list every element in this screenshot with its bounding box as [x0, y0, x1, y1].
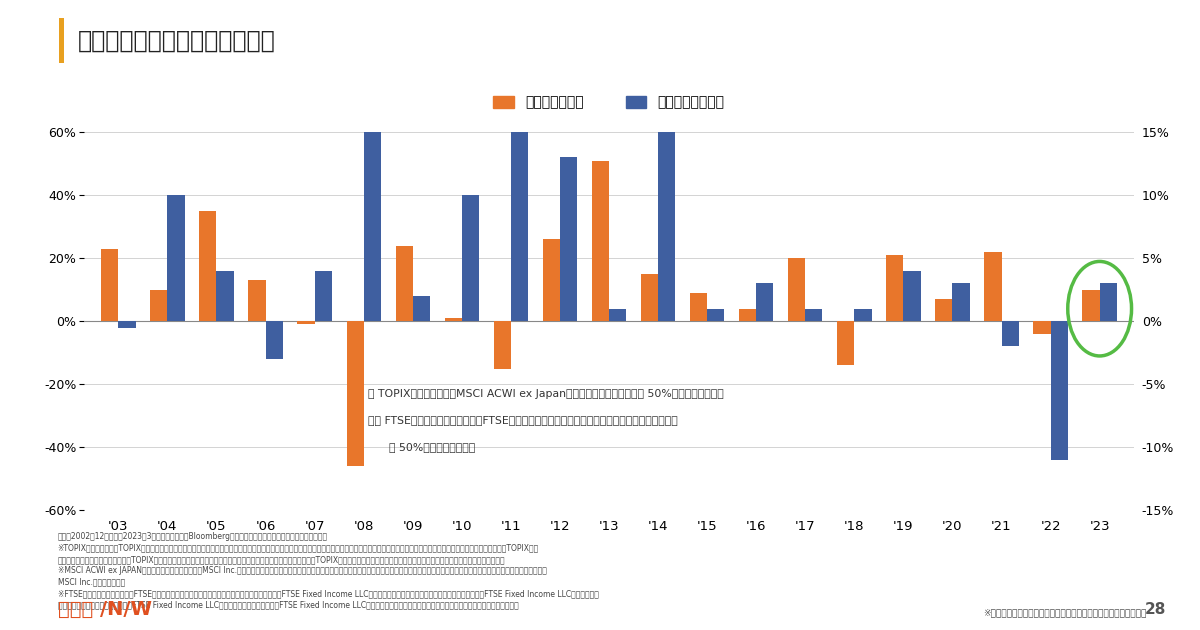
Bar	[216, 271, 234, 321]
Bar	[756, 284, 773, 321]
Bar	[298, 321, 314, 324]
Text: 株と債券の年次リターンの推移: 株と債券の年次リターンの推移	[78, 28, 276, 52]
Bar	[347, 321, 364, 466]
Bar	[592, 161, 610, 321]
Text: ※FTSE日本国偦インデックスとFTSE世界国偦インデックス（除く日本、円ヘッジ・円ベース）は、FTSE Fixed Income LLCにより運営されている債: ※FTSE日本国偦インデックスとFTSE世界国偦インデックス（除く日本、円ヘッジ…	[58, 589, 599, 598]
Bar	[1050, 321, 1068, 460]
Text: ※後述の「当資料のお取扱いにおけるご注意」をご確認ください。: ※後述の「当資料のお取扱いにおけるご注意」をご確認ください。	[983, 609, 1146, 617]
Bar	[953, 284, 970, 321]
Bar	[739, 309, 756, 321]
Bar	[560, 158, 577, 321]
Bar	[248, 280, 265, 321]
Bar	[690, 293, 707, 321]
Bar	[462, 195, 479, 321]
Bar	[493, 321, 511, 369]
Bar	[984, 252, 1002, 321]
Bar	[445, 318, 462, 321]
Text: MSCI Inc.に帰属します。: MSCI Inc.に帰属します。	[58, 578, 125, 587]
Text: ＊＊ FTSE日本国偦インデックスとFTSE世界国偦インデックス（除く日本、円ヘッジ・円ベース）: ＊＊ FTSE日本国偦インデックスとFTSE世界国偦インデックス（除く日本、円ヘ…	[367, 415, 677, 425]
Text: 期間：2002年12月末から2023年3月末まで　出所：Bloombergの情報を基にレオス・キャピタルワークス作成: 期間：2002年12月末から2023年3月末まで 出所：Bloombergの情報…	[58, 532, 328, 541]
Bar	[396, 246, 413, 321]
Bar	[199, 211, 216, 321]
Text: ※MSCI ACWI ex JAPAN（配当込み、円ベース）は、MSCI Inc.が開発した、日本を除く世界の先進国、新興国の株式を対象として算出している指数で: ※MSCI ACWI ex JAPAN（配当込み、円ベース）は、MSCI Inc…	[58, 566, 546, 575]
Bar	[838, 321, 854, 365]
Bar	[935, 299, 953, 321]
Bar	[265, 321, 283, 359]
Legend: 株式（左軸）＊, 債券（右軸）＊＊: 株式（左軸）＊, 債券（右軸）＊＊	[488, 90, 730, 115]
Text: あり、指数に関するすべての権利はFTSE Fixed Income LLCが有しています。同指数は、FTSE Fixed Income LLCの承諾を得たうえで: あり、指数に関するすべての権利はFTSE Fixed Income LLCが有し…	[58, 600, 518, 609]
Bar	[511, 107, 528, 321]
Bar	[788, 258, 805, 321]
Bar	[119, 321, 136, 328]
Text: ひふみ /N/W: ひふみ /N/W	[58, 600, 151, 619]
Bar	[707, 309, 725, 321]
Bar	[887, 255, 904, 321]
Bar	[150, 290, 168, 321]
Bar	[641, 274, 658, 321]
Bar	[904, 271, 920, 321]
Bar	[314, 271, 331, 321]
Bar	[1033, 321, 1050, 334]
Bar	[805, 309, 822, 321]
Text: するすべての権利・ノウハウおよびTOPIXに係る標章または商標に関するすべての権利はＪＰＸが有します。ＪＰＸは、TOPIXの指数値の算出または公表の誤謬、遅延ま: するすべての権利・ノウハウおよびTOPIXに係る標章または商標に関するすべての権…	[58, 555, 505, 564]
Text: ※TOPIXの指数値およびTOPIXに係る標章または商標は、株式会社ＪＰＸ総研または株式会社ＪＰＸ総研の関連会社（以下「ＪＰＸ」といいます。）の知的財産であり、: ※TOPIXの指数値およびTOPIXに係る標章または商標は、株式会社ＪＰＸ総研ま…	[58, 544, 539, 553]
Bar	[101, 249, 119, 321]
Text: ＊ TOPIX（配当込み）とMSCI ACWI ex Japan（配当込み、円ベース）を 50%ずつ保有した場合: ＊ TOPIX（配当込み）とMSCI ACWI ex Japan（配当込み、円ベ…	[367, 389, 724, 399]
Bar	[413, 296, 430, 321]
Bar	[658, 0, 676, 321]
Bar	[1099, 284, 1117, 321]
Bar	[1002, 321, 1019, 347]
Bar	[854, 309, 871, 321]
Text: 28: 28	[1145, 602, 1166, 617]
Bar	[542, 239, 560, 321]
Bar	[168, 195, 185, 321]
Bar	[610, 309, 626, 321]
Text: を 50%ずつ保有した場合: を 50%ずつ保有した場合	[389, 442, 475, 452]
Bar	[364, 57, 380, 321]
Bar	[1082, 290, 1099, 321]
